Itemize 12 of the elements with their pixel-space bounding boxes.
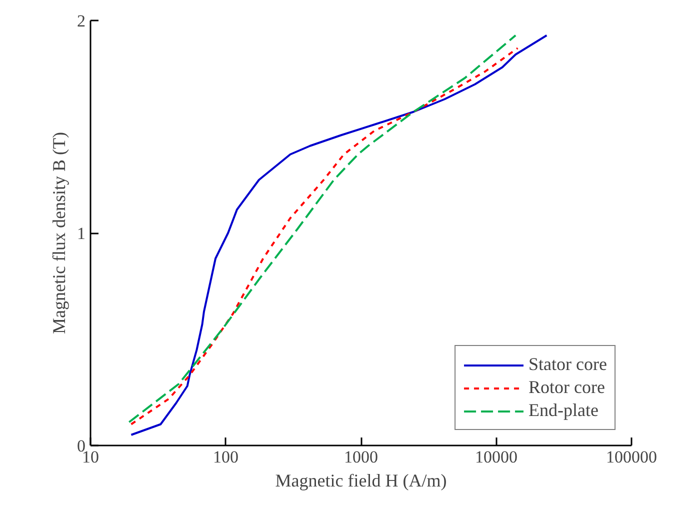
legend-label: End-plate xyxy=(528,400,599,421)
x-tick-label: 100 xyxy=(213,448,238,466)
x-tick-label: 10000 xyxy=(475,448,518,466)
y-tick-label: 2 xyxy=(77,12,86,30)
y-tick-label: 0 xyxy=(77,436,86,456)
x-axis-title: Magnetic field H (A/m) xyxy=(275,470,447,490)
x-tick-label: 1000 xyxy=(344,448,378,466)
legend-label: Stator core xyxy=(528,354,607,375)
y-axis-title: Magnetic flux density B (T) xyxy=(49,132,69,334)
x-tick-label: 100000 xyxy=(606,448,657,466)
legend-label: Rotor core xyxy=(528,377,606,398)
y-tick-label: 1 xyxy=(77,224,86,243)
